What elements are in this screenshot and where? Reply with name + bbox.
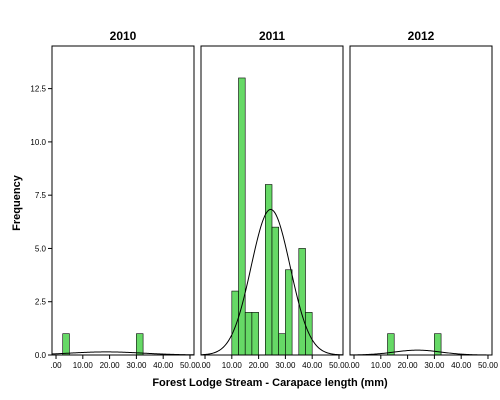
histogram-bar — [231, 290, 239, 356]
x-tick-label: 10.00 — [73, 361, 94, 370]
y-tick-label: 2.5 — [35, 298, 47, 307]
x-tick-label: 50.00 — [180, 361, 201, 370]
x-tick-label: .00 — [348, 361, 360, 370]
x-tick-label: .00 — [199, 361, 211, 370]
y-tick-label: 12.5 — [30, 85, 46, 94]
y-tick-label: 7.5 — [35, 191, 47, 200]
x-axis-label: Forest Lodge Stream - Carapace length (m… — [152, 377, 388, 389]
x-tick-label: 40.00 — [153, 361, 174, 370]
panel-frame — [200, 45, 344, 356]
panels-group: 0.0 2.5 5.0 7.5 10.0 12.5 2010 .00 10.00 20.00 30.… — [30, 29, 498, 370]
histogram-bar — [136, 333, 144, 356]
y-tick-label: 10.0 — [30, 138, 46, 147]
histogram-bar — [271, 226, 279, 356]
panel-frame — [349, 45, 493, 356]
y-tick-label: 5.0 — [35, 244, 47, 253]
normal-curve — [349, 349, 493, 356]
x-tick-label: 50.00 — [478, 361, 499, 370]
panel-2011: 2011 .00 10.00 20.00 30.00 40.00 50.00 — [199, 29, 349, 370]
x-tick-label: 50.00 — [329, 361, 350, 370]
x-tick-label: 40.00 — [302, 361, 323, 370]
x-tick-label: 30.00 — [424, 361, 445, 370]
panel-frame — [51, 45, 195, 356]
panel-2012: 2012 .00 10.00 20.00 30.00 40.00 50.00 — [348, 29, 498, 370]
panel-title: 2010 — [110, 29, 137, 43]
x-tick-label: 40.00 — [451, 361, 472, 370]
panel-title: 2011 — [259, 29, 285, 43]
x-tick-label: 10.00 — [222, 361, 243, 370]
histogram-bar — [251, 312, 259, 356]
normal-curve — [200, 208, 344, 356]
histogram-bar — [244, 312, 253, 356]
histogram-bar — [62, 333, 70, 356]
histogram-bar — [285, 269, 293, 356]
x-tick-label: 20.00 — [398, 361, 419, 370]
panel-title: 2012 — [408, 29, 435, 43]
x-tick-label: 20.00 — [100, 361, 121, 370]
histogram-bar — [298, 248, 306, 356]
x-tick-label: .00 — [50, 361, 62, 370]
x-tick-label: 30.00 — [126, 361, 147, 370]
normal-curve — [51, 351, 195, 356]
y-tick-label: 0.0 — [35, 351, 47, 360]
x-tick-label: 10.00 — [371, 361, 392, 370]
y-axis-label: Frequency — [11, 174, 23, 231]
histogram-bar — [278, 333, 286, 356]
x-tick-label: 30.00 — [275, 361, 296, 370]
x-tick-label: 20.00 — [249, 361, 270, 370]
panel-2010: 2010 .00 10.00 20.00 30.00 40.00 50.00 — [50, 29, 200, 370]
